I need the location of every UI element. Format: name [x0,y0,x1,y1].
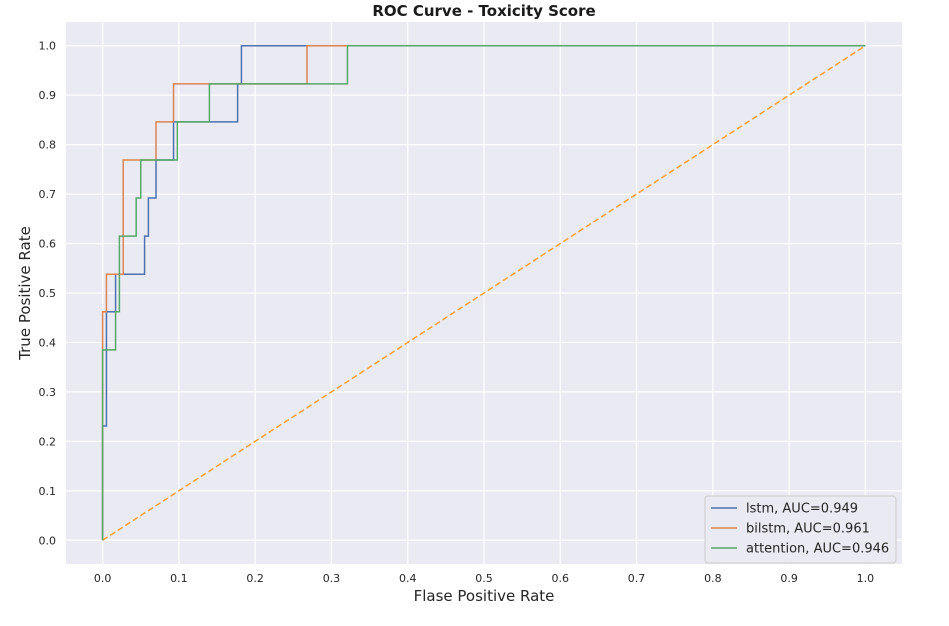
x-tick-label: 0.9 [780,572,798,585]
x-tick-label: 0.0 [94,572,112,585]
y-ticks: 0.0 0.1 0.2 0.3 0.4 0.5 0.6 0.7 0.8 0.9 1.0 [39,40,57,548]
y-tick-label: 0.8 [39,139,57,152]
series-line-attention [101,44,866,541]
y-tick-label: 0.4 [39,336,57,349]
y-tick-label: 0.1 [39,485,57,498]
legend-label: lstm, AUC=0.949 [746,502,858,517]
series-line-diagonal-reference [102,45,866,541]
y-tick-label: 0.0 [39,534,57,547]
legend-box [704,495,897,564]
x-axis-label: Flase Positive Rate [414,587,555,605]
series-group [101,44,866,541]
x-tick-label: 0.2 [246,572,264,585]
y-tick-label: 0.7 [39,188,57,201]
x-tick-label: 0.8 [704,572,722,585]
x-tick-label: 0.3 [323,572,341,585]
y-tick-label: 1.0 [39,40,57,53]
y-tick-label: 0.2 [39,435,57,448]
x-tick-label: 1.0 [857,572,875,585]
legend-label: bilstm, AUC=0.961 [746,522,870,537]
y-tick-label: 0.5 [39,287,57,300]
legend: lstm, AUC=0.949 bilstm, AUC=0.961 attentio… [704,495,897,564]
x-ticks: 0.0 0.1 0.2 0.3 0.4 0.5 0.6 0.7 0.8 0.9 1.0 [94,572,874,585]
x-tick-label: 0.5 [475,572,493,585]
x-tick-label: 0.1 [170,572,188,585]
y-tick-label: 0.6 [39,238,57,251]
x-tick-label: 0.6 [552,572,570,585]
y-tick-label: 0.3 [39,386,57,399]
y-tick-label: 0.9 [39,89,57,102]
x-tick-label: 0.7 [628,572,646,585]
legend-label: attention, AUC=0.946 [746,542,889,557]
chart-title: ROC Curve - Toxicity Score [372,2,595,20]
x-tick-label: 0.4 [399,572,417,585]
y-axis-label: True Positive Rate [16,226,34,361]
